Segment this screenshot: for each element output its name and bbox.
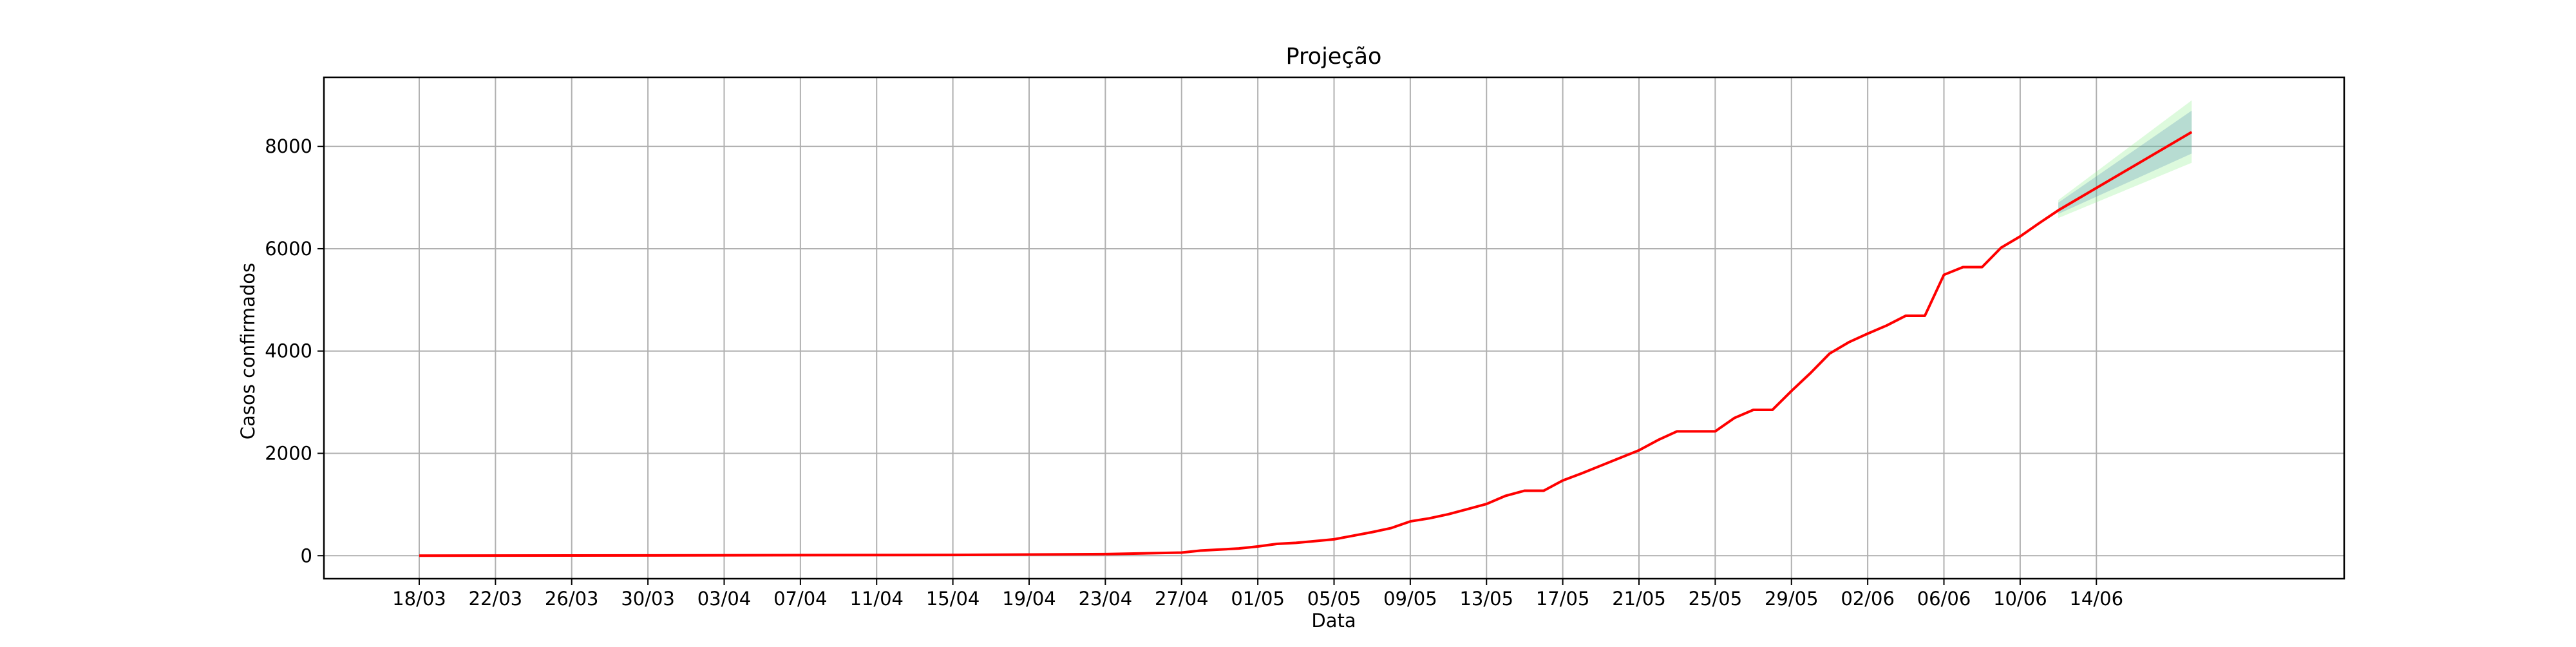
grid-lines (324, 77, 2344, 579)
x-tick-label: 07/04 (773, 588, 828, 610)
confidence-band (2058, 100, 2192, 218)
x-tick-label: 27/04 (1155, 588, 1209, 610)
axes: 18/03 22/03 26/03 30/03 03/04 07/04 11/04 15/04… (265, 76, 2345, 610)
x-tick-label: 23/04 (1079, 588, 1133, 610)
x-axis-label: Data (1311, 610, 1356, 632)
x-tick-label: 05/05 (1307, 588, 1361, 610)
x-tick-label: 10/06 (1993, 588, 2047, 610)
x-tick-label: 15/04 (926, 588, 980, 610)
x-tick-label: 11/04 (849, 588, 904, 610)
y-tick-label: 6000 (265, 238, 312, 260)
x-tick-label: 03/04 (697, 588, 752, 610)
y-axis-label: Casos confirmados (237, 263, 259, 439)
x-tick-label: 02/06 (1841, 588, 1895, 610)
chart-title: Projeção (1286, 44, 1382, 70)
series-lines (419, 131, 2193, 557)
x-tick-label: 17/05 (1536, 588, 1590, 610)
x-tick-label: 19/04 (1002, 588, 1056, 610)
y-tick-label: 0 (301, 545, 312, 566)
confidence-band (2058, 110, 2192, 214)
y-tick-label: 8000 (265, 135, 312, 157)
x-tick-label: 13/05 (1459, 588, 1513, 610)
x-tick-label: 09/05 (1383, 588, 1437, 610)
x-tick-label: 22/03 (469, 588, 523, 610)
plot-frame (323, 76, 2345, 580)
x-tick-label: 18/03 (392, 588, 446, 610)
x-tick-label: 06/06 (1917, 588, 1971, 610)
x-tick-label: 21/05 (1612, 588, 1666, 610)
x-tick-label: 26/03 (545, 588, 599, 610)
x-tick-label: 25/05 (1689, 588, 1743, 610)
x-tick-label: 14/06 (2069, 588, 2123, 610)
x-tick-label: 01/05 (1231, 588, 1285, 610)
confidence-bands (2058, 100, 2192, 218)
y-tick-label: 2000 (265, 443, 312, 465)
series-line (419, 131, 2193, 557)
x-tick-label: 30/03 (621, 588, 675, 610)
x-tick-label: 29/05 (1765, 588, 1819, 610)
y-tick-label: 4000 (265, 340, 312, 362)
